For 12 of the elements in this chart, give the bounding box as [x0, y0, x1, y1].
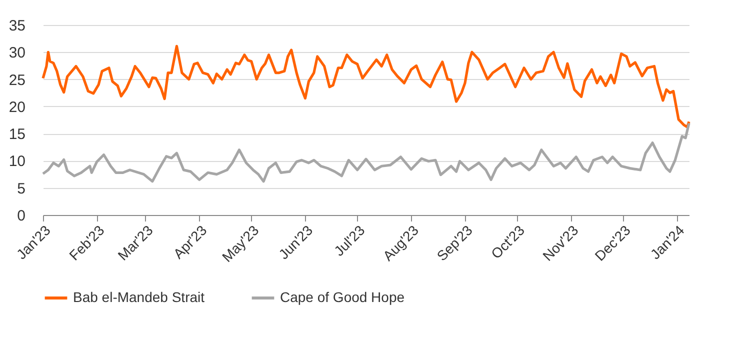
y-tick-label: 15 — [8, 126, 26, 144]
y-tick-label: 5 — [17, 180, 26, 198]
line-series — [42, 122, 690, 183]
line-series — [42, 44, 690, 128]
y-tick-label: 10 — [8, 153, 26, 170]
legend-label: Bab el-Mandeb Strait — [73, 289, 205, 305]
y-tick-label: 30 — [8, 44, 26, 62]
y-tick-label: 0 — [17, 208, 26, 224]
y-tick-label: 25 — [8, 72, 26, 89]
y-tick-label: 35 — [8, 18, 26, 34]
legend-label: Cape of Good Hope — [280, 289, 405, 305]
y-tick-label: 20 — [8, 98, 26, 116]
